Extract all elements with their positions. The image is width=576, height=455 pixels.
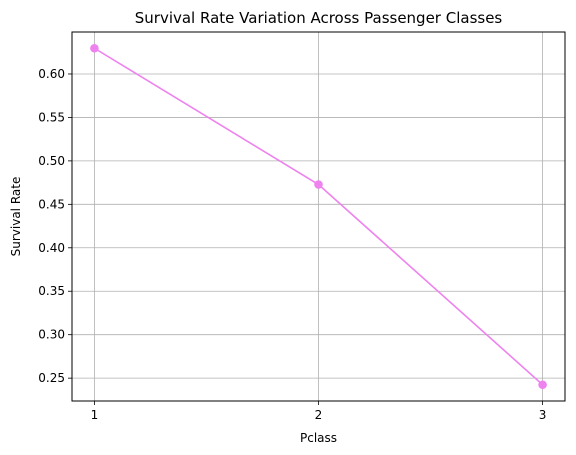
y-axis-label: Survival Rate	[9, 177, 23, 257]
y-tick-label: 0.40	[38, 241, 65, 255]
y-tick-label: 0.35	[38, 284, 65, 298]
grid	[72, 32, 565, 401]
y-tick-label: 0.50	[38, 154, 65, 168]
x-tick-label: 1	[91, 408, 99, 422]
data-point	[90, 43, 99, 53]
x-axis-label: Pclass	[300, 431, 337, 445]
y-tick-label: 0.55	[38, 110, 65, 124]
data-point	[538, 380, 547, 390]
y-tick-label: 0.30	[38, 328, 65, 342]
x-tick-label: 3	[539, 408, 547, 422]
chart-title: Survival Rate Variation Across Passenger…	[135, 9, 503, 27]
data-point	[314, 180, 323, 189]
series-layer	[90, 43, 547, 390]
y-tick-label: 0.60	[38, 67, 65, 81]
y-tick-label: 0.25	[38, 371, 65, 385]
ticks: 1 2 3 0.25 0.30 0.35 0.40 0.45 0.50 0.55 0.60	[38, 67, 546, 422]
x-tick-label: 2	[315, 408, 323, 422]
y-tick-label: 0.45	[38, 197, 65, 211]
